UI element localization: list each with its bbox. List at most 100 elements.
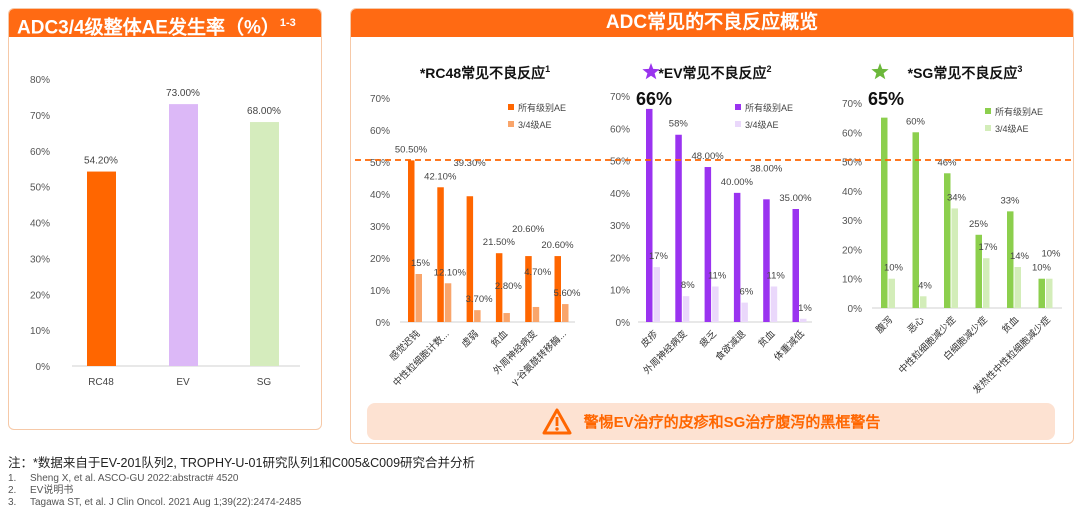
overall-ae-title-sup: 1-3 (279, 17, 296, 29)
bar-grade34 (682, 296, 690, 322)
overall-ae-title: ADC3/4级整体AE发生率（%） (17, 17, 280, 39)
y-tick-label: 50% (610, 157, 630, 168)
bar-all-grade (466, 196, 474, 322)
bar-all-grade (408, 160, 415, 322)
bar-all-grade (792, 209, 799, 322)
legend-swatch (508, 121, 514, 127)
y-tick-label: 60% (30, 147, 50, 158)
data-label: 73.00% (166, 88, 200, 99)
data-label: 25% (969, 219, 989, 230)
chart-title: *SG常见不良反应3 (908, 64, 1023, 81)
ae-overview-title: ADC常见的不良反应概览 (351, 9, 1073, 37)
legend-label: 所有级别AE (995, 106, 1043, 117)
bar-all-grade (675, 134, 682, 322)
y-tick-label: 0% (36, 362, 51, 373)
overall-ae-header: ADC3/4级整体AE发生率（%）1-3 (9, 9, 321, 39)
y-tick-label: 60% (370, 126, 390, 137)
reference-text: EV说明书 (30, 485, 74, 496)
bar-grade34 (474, 310, 481, 322)
bar-rc48 (87, 171, 116, 366)
legend-label: 3/4级AE (995, 123, 1029, 134)
y-tick-label: 70% (610, 92, 630, 103)
bar-grade34 (800, 318, 807, 322)
reference-item: 3. Tagawa ST, et al. J Clin Oncol. 2021 A… (8, 497, 475, 509)
bar-all-grade (495, 253, 503, 322)
x-tick-label: 腹泻 (873, 314, 895, 336)
x-tick-label: 体重减低 (771, 328, 807, 364)
data-label: 40.00% (721, 177, 754, 188)
y-tick-label: 40% (370, 190, 390, 201)
y-tick-label: 70% (30, 111, 50, 122)
x-tick-label: 贫血 (756, 328, 778, 350)
footnote-main: 注：*数据来自于EV-201队列2, TROPHY-U-01研究队列1和C005… (8, 456, 476, 470)
legend-swatch (985, 125, 991, 131)
x-tick-label: 中性粒细胞减少症 (896, 314, 959, 377)
reference-number: 1. (8, 473, 17, 484)
y-tick-label: 0% (616, 318, 631, 329)
data-label: 10% (1041, 249, 1061, 260)
bar-grade34 (920, 296, 927, 308)
data-label: 35.00% (779, 193, 812, 204)
bar-grade34 (1014, 267, 1021, 308)
x-tick-label: 虚弱 (459, 328, 481, 350)
bar-grade34 (983, 258, 990, 308)
warning-triangle-icon (542, 408, 572, 435)
bar-grade34 (1046, 278, 1053, 308)
y-tick-label: 70% (842, 99, 862, 110)
chart-title: *EV常见不良反应2 (658, 64, 771, 81)
y-tick-label: 10% (842, 275, 862, 286)
data-label: 68.00% (247, 106, 281, 117)
x-tick-label: 贫血 (488, 328, 510, 350)
y-tick-label: 50% (842, 158, 862, 169)
reference-item: 1. Sheng X, et al. ASCO-GU 2022:abstract#… (8, 473, 475, 485)
data-label: 34% (947, 192, 967, 203)
data-label: 50.50% (395, 144, 428, 155)
data-label: 42.10% (424, 171, 457, 182)
data-label: 10% (884, 263, 904, 274)
y-tick-label: 40% (842, 187, 862, 198)
data-label: 5.60% (554, 288, 581, 299)
bar-grade34 (415, 274, 422, 322)
star-icon (642, 63, 660, 80)
y-tick-label: 30% (370, 222, 390, 233)
legend-swatch (985, 108, 991, 114)
bar-grade34 (741, 302, 748, 322)
y-tick-label: 0% (848, 304, 863, 315)
legend-swatch (508, 104, 514, 110)
bar-all-grade (554, 256, 561, 322)
y-tick-label: 40% (610, 189, 630, 200)
y-tick-label: 30% (842, 216, 862, 227)
data-label: 8% (681, 280, 695, 291)
data-label: 11% (767, 270, 786, 281)
data-label: 58% (669, 119, 689, 130)
data-label: 2.80% (495, 281, 522, 292)
bar-grade34 (653, 267, 660, 322)
chart-title-sup: 3 (1017, 64, 1022, 74)
chart-title-sup: 2 (767, 64, 772, 74)
y-tick-label: 20% (842, 245, 862, 256)
reference-number: 3. (8, 497, 17, 508)
y-tick-label: 60% (842, 128, 862, 139)
reference-item: 2. EV说明书 (8, 485, 475, 497)
bar-grade34 (770, 286, 778, 322)
reference-text: Sheng X, et al. ASCO-GU 2022:abstract# 4… (30, 473, 239, 484)
bar-grade34 (888, 278, 895, 308)
legend-label: 3/4级AE (518, 119, 552, 130)
bar-all-grade (704, 167, 712, 322)
data-label: 6% (740, 287, 754, 298)
y-tick-label: 40% (30, 219, 50, 230)
y-tick-label: 10% (370, 286, 390, 297)
bar-all-grade (733, 192, 741, 322)
x-tick-label: 贫血 (999, 314, 1021, 336)
data-label: 46% (937, 157, 957, 168)
bar-all-grade (525, 256, 532, 322)
data-label: 48.00% (691, 151, 724, 162)
bar-all-grade (646, 108, 653, 323)
x-tick-label: 食欲减退 (713, 328, 749, 364)
data-label: 38.00% (750, 163, 783, 174)
bar-grade34 (503, 313, 510, 322)
y-tick-label: 30% (610, 221, 630, 232)
data-label: 20.60% (541, 240, 574, 251)
bar-ev (169, 104, 198, 367)
